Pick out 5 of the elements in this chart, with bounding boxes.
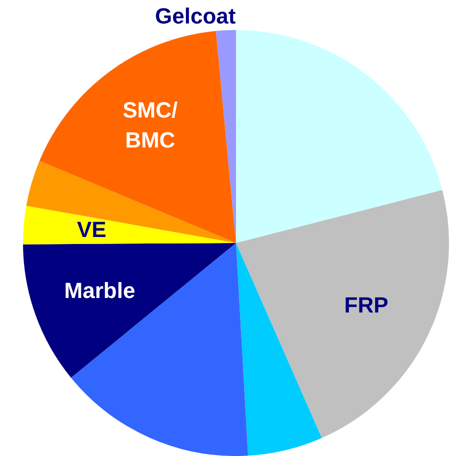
slice-label: SMC/BMC — [122, 97, 178, 152]
slice-label: Gelcoat — [155, 3, 236, 28]
slice-label: FRP — [344, 292, 388, 318]
slice-label: VE — [77, 216, 106, 242]
slice-label: Marble — [64, 278, 136, 304]
